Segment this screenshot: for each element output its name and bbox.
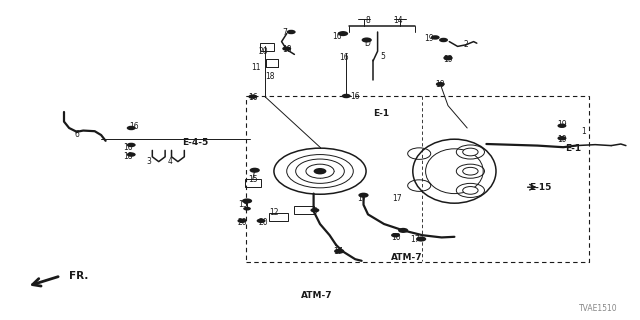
Text: TVAE1510: TVAE1510 [579, 304, 618, 313]
Circle shape [398, 228, 408, 233]
Circle shape [431, 35, 440, 40]
Circle shape [342, 94, 351, 98]
Circle shape [127, 126, 136, 130]
Text: D: D [364, 39, 370, 48]
Circle shape [250, 168, 260, 173]
Circle shape [334, 249, 344, 254]
Text: E-1: E-1 [564, 144, 581, 153]
Text: 18: 18 [282, 45, 291, 54]
Circle shape [242, 198, 252, 204]
Text: 12: 12 [269, 208, 278, 217]
Text: ATM-7: ATM-7 [301, 292, 333, 300]
Text: E-1: E-1 [372, 109, 389, 118]
Text: 8: 8 [365, 16, 371, 25]
Text: 1: 1 [581, 127, 586, 136]
Bar [294, 206, 314, 214]
Text: 18: 18 [266, 72, 275, 81]
Text: 15: 15 [248, 175, 258, 184]
Text: 3: 3 [146, 157, 151, 166]
Text: 18: 18 [124, 152, 132, 161]
Text: 17: 17 [356, 194, 367, 203]
Text: 5: 5 [380, 52, 385, 60]
Circle shape [463, 148, 478, 156]
Circle shape [287, 30, 296, 34]
Text: 6: 6 [74, 130, 79, 139]
Circle shape [444, 55, 452, 60]
Bar [246, 96, 589, 262]
Circle shape [338, 31, 348, 36]
Circle shape [362, 37, 372, 43]
Text: 16: 16 [339, 53, 349, 62]
Text: 19: 19 [424, 34, 434, 43]
Circle shape [557, 124, 566, 128]
Bar [260, 43, 274, 51]
Text: 20: 20 [237, 218, 247, 227]
Circle shape [391, 233, 400, 237]
Text: 10: 10 [390, 233, 401, 242]
Text: 16: 16 [332, 32, 342, 41]
Circle shape [127, 152, 136, 157]
Text: FR.: FR. [69, 271, 88, 281]
Text: 7: 7 [282, 28, 287, 36]
Circle shape [306, 164, 334, 178]
Circle shape [314, 168, 326, 174]
Text: 20: 20 [259, 218, 269, 227]
Circle shape [436, 82, 445, 86]
Bar [269, 213, 288, 221]
Text: 19: 19 [435, 80, 445, 89]
Circle shape [416, 236, 426, 242]
Circle shape [439, 38, 448, 42]
Text: 17: 17 [333, 247, 343, 256]
Circle shape [237, 219, 246, 223]
Bar [245, 179, 261, 187]
Circle shape [463, 167, 478, 175]
Circle shape [243, 207, 251, 211]
Text: 20: 20 [259, 47, 269, 56]
Text: 14: 14 [393, 16, 403, 25]
Circle shape [310, 208, 319, 212]
Circle shape [248, 94, 257, 99]
Text: 4: 4 [167, 157, 172, 166]
Text: 16: 16 [129, 122, 140, 131]
Circle shape [282, 46, 291, 51]
Circle shape [127, 143, 136, 147]
Text: 19: 19 [557, 135, 567, 144]
Circle shape [358, 193, 369, 198]
Text: 17: 17 [410, 236, 420, 244]
Text: E-4-5: E-4-5 [182, 138, 209, 147]
Circle shape [257, 219, 266, 223]
Circle shape [444, 56, 452, 60]
Text: 19: 19 [443, 55, 453, 64]
Circle shape [557, 136, 566, 140]
Text: 11: 11 [252, 63, 260, 72]
Text: 13: 13 [238, 200, 248, 209]
Circle shape [463, 187, 478, 194]
Text: 16: 16 [248, 93, 258, 102]
Text: 17: 17 [392, 194, 402, 203]
Text: E-15: E-15 [530, 183, 552, 192]
Text: ATM-7: ATM-7 [390, 253, 422, 262]
Text: 16: 16 [123, 143, 133, 152]
Text: 16: 16 [350, 92, 360, 100]
Text: 19: 19 [557, 120, 567, 129]
Text: 2: 2 [463, 40, 468, 49]
Text: 9: 9 [312, 207, 317, 216]
